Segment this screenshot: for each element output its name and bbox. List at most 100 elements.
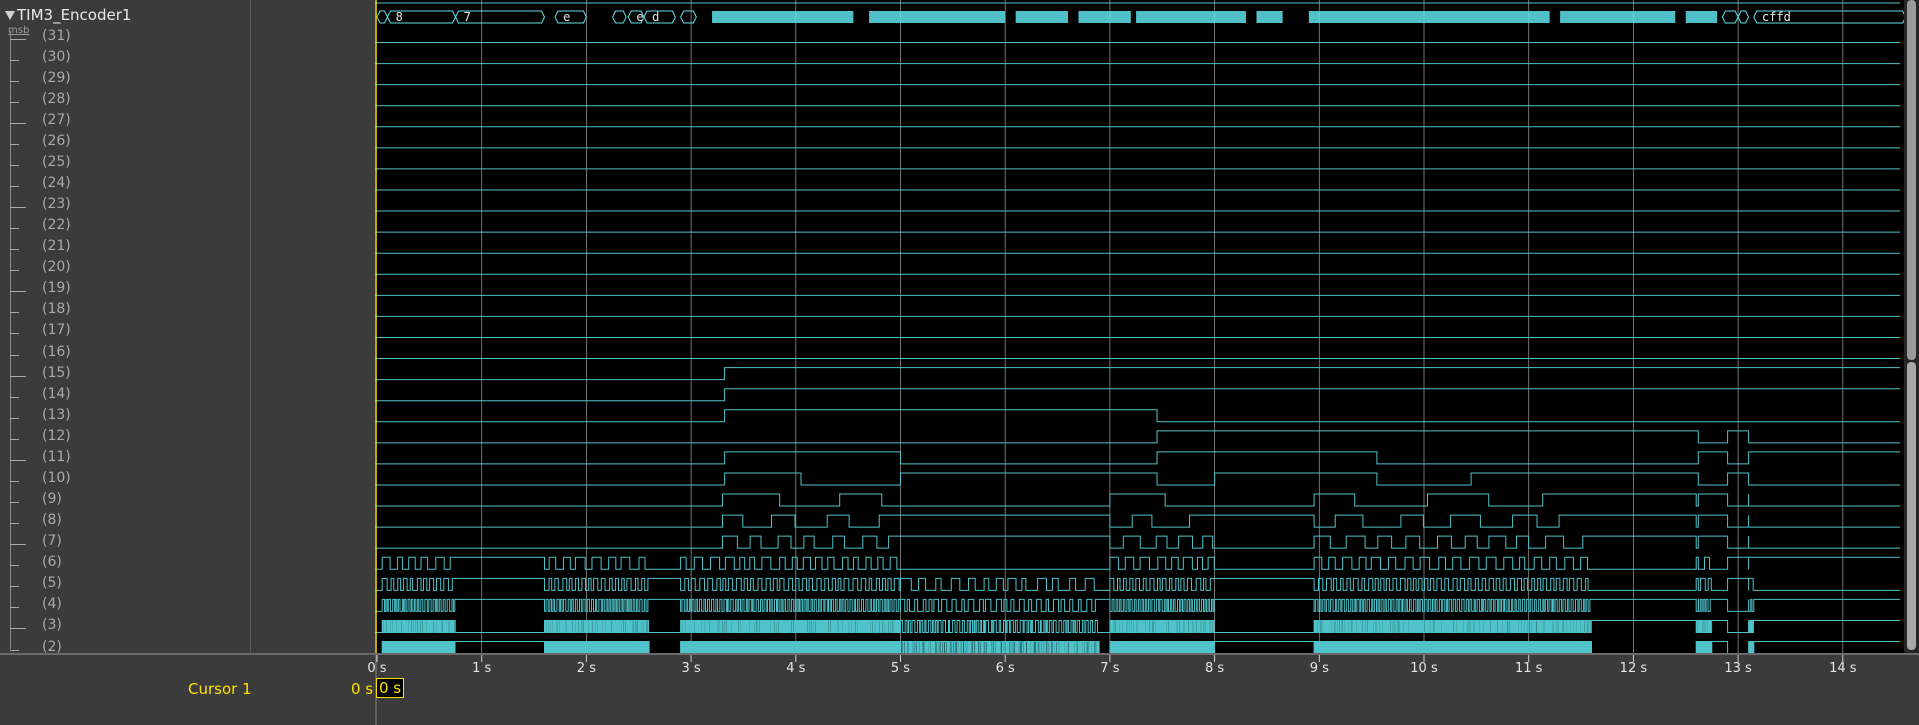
bit-label[interactable]: (23): [42, 196, 71, 213]
bus-segment: [612, 10, 627, 24]
bit-label[interactable]: (29): [42, 69, 71, 86]
bit-label[interactable]: (17): [42, 322, 71, 339]
bit-waveform: [375, 472, 1900, 486]
time-tick-label: 12 s: [1620, 661, 1648, 676]
bit-label[interactable]: (22): [42, 217, 71, 234]
bus-value-label: 8: [396, 10, 403, 24]
bit-label[interactable]: (3): [42, 617, 62, 634]
signal-names-pane: TIM3_Encoder1 msb (31) (30) (29) (28) (27) (2…: [0, 0, 250, 655]
time-tick-label: 6 s: [996, 661, 1015, 676]
cursor-time-box[interactable]: 0 s: [376, 678, 405, 698]
bit-tree-tick: [10, 270, 19, 272]
time-tick-label: 7 s: [1100, 661, 1119, 676]
time-tick-label: 11 s: [1515, 661, 1543, 676]
bit-label[interactable]: (7): [42, 533, 62, 550]
horizontal-divider: [0, 653, 1919, 655]
bit-waveform: [375, 556, 1900, 570]
bit-label[interactable]: (14): [42, 385, 71, 402]
bus-segment: [1737, 10, 1750, 24]
bus-dense-block: [869, 11, 1006, 23]
bit-tree-tick: [10, 291, 26, 293]
bit-tree-tick: [10, 544, 26, 546]
bit-tree-tick: [10, 354, 19, 356]
bit-label[interactable]: (10): [42, 469, 71, 486]
signal-name: TIM3_Encoder1: [17, 6, 132, 24]
bit-label[interactable]: (24): [42, 174, 71, 191]
bit-tree-tick: [10, 502, 19, 504]
bit-tree-tick: [10, 438, 19, 440]
msb-label: msb: [8, 25, 30, 36]
bit-waveform: [375, 641, 1900, 655]
scrollbar-thumb-lower[interactable]: [1907, 362, 1916, 650]
bus-value-label: e: [563, 10, 570, 24]
bit-label[interactable]: (28): [42, 90, 71, 107]
vertical-scrollbar[interactable]: [1904, 0, 1919, 655]
waveform-plot[interactable]: 8 7 e e d cffd: [375, 0, 1904, 655]
bit-label[interactable]: (26): [42, 132, 71, 149]
bit-label[interactable]: (15): [42, 364, 71, 381]
bit-label[interactable]: (12): [42, 427, 71, 444]
bus-value-label: d: [652, 10, 659, 24]
pane-divider[interactable]: [250, 0, 251, 725]
time-axis[interactable]: 0 s 1 s 2 s 3 s 4 s 5 s 6 s 7 s 8 s 9 s 10 s 11 s 12…: [0, 655, 1919, 725]
bus-segment: [1753, 10, 1904, 24]
bit-tree-line: [10, 31, 11, 649]
time-tick-label: 5 s: [891, 661, 910, 676]
bus-value-label: cffd: [1762, 10, 1791, 24]
bit-tree-tick: [10, 207, 26, 209]
bit-tree-tick: [10, 164, 19, 166]
bus-dense-block: [1078, 11, 1131, 23]
time-tick-label: 14 s: [1829, 661, 1857, 676]
scrollbar-thumb[interactable]: [1907, 0, 1916, 360]
bit-label[interactable]: (4): [42, 596, 62, 613]
bit-label[interactable]: (31): [42, 27, 71, 44]
time-tick-label: 4 s: [786, 661, 805, 676]
bit-label[interactable]: (30): [42, 48, 71, 65]
triangle-down-icon[interactable]: [5, 11, 15, 20]
bus-value-label: e: [636, 10, 643, 24]
bus-value-label: 7: [464, 10, 471, 24]
bit-tree-tick: [10, 38, 26, 40]
bit-label[interactable]: (25): [42, 153, 71, 170]
bit-label[interactable]: (6): [42, 554, 62, 571]
time-tick-label: 0 s: [367, 661, 386, 676]
bus-dense-block: [1015, 11, 1069, 23]
bit-waveform: [375, 535, 1900, 549]
bit-label[interactable]: (19): [42, 280, 71, 297]
bit-label[interactable]: (9): [42, 491, 62, 508]
bus-segment: [376, 10, 389, 24]
bus-dense-block: [1685, 11, 1718, 23]
bit-tree-tick: [10, 185, 19, 187]
bit-tree-tick: [10, 649, 19, 651]
bit-tree-tick: [10, 480, 19, 482]
bit-label[interactable]: (21): [42, 238, 71, 255]
bit-label[interactable]: (5): [42, 575, 62, 592]
bit-label[interactable]: (20): [42, 259, 71, 276]
time-tick-label: 3 s: [682, 661, 701, 676]
bit-label[interactable]: (11): [42, 448, 71, 465]
bit-tree-tick: [10, 417, 19, 419]
bit-tree-tick: [10, 375, 26, 377]
bus-segment: [643, 10, 676, 24]
bit-label[interactable]: (13): [42, 406, 71, 423]
bit-waveform: [375, 493, 1900, 507]
bit-tree-tick: [10, 143, 19, 145]
bit-label[interactable]: (2): [42, 638, 62, 655]
bit-waveform: [375, 430, 1900, 444]
bit-tree-tick: [10, 333, 19, 335]
waveform-area[interactable]: 8 7 e e d cffd: [375, 0, 1904, 655]
signal-name-row[interactable]: TIM3_Encoder1: [5, 6, 131, 24]
bit-tree-tick: [10, 312, 19, 314]
bit-label[interactable]: (8): [42, 512, 62, 529]
cursor-label[interactable]: Cursor 1: [188, 680, 252, 698]
bit-label[interactable]: (16): [42, 343, 71, 360]
bus-segment: [1721, 10, 1739, 24]
bit-waveform: [375, 514, 1900, 528]
bit-waveform: [375, 577, 1900, 591]
bit-tree-tick: [10, 628, 26, 630]
bus-dense-block: [1560, 11, 1676, 23]
bus-segment: [554, 10, 587, 24]
bit-label[interactable]: (27): [42, 111, 71, 128]
bus-dense-block: [1256, 11, 1283, 23]
bit-label[interactable]: (18): [42, 301, 71, 318]
